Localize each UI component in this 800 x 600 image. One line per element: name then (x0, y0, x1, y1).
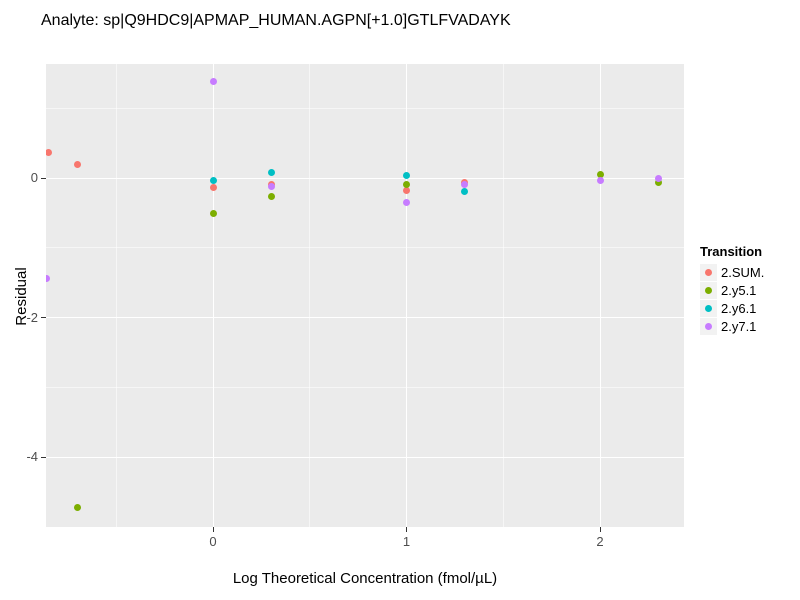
legend-item: 2.y6.1 (700, 300, 764, 317)
gridline-major-vertical (212, 64, 214, 527)
gridline-major-vertical (406, 64, 407, 527)
y-tick-label: -2 (26, 309, 38, 325)
gridline-major-horizontal (46, 177, 684, 179)
x-axis-title: Log Theoretical Concentration (fmol/µL) (232, 570, 498, 587)
legend-item: 2.y5.1 (700, 282, 764, 299)
gridline-minor-vertical (309, 64, 311, 527)
legend-items: 2.SUM. 2.y5.1 2.y6.1 2.y7.1 (700, 264, 764, 335)
y-tick-mark (41, 177, 46, 179)
legend-key (700, 264, 717, 281)
legend-item-label: 2.y7.1 (721, 319, 757, 334)
legend: Transition 2.SUM. 2.y5.1 2.y6.1 2.y7.1 (700, 244, 764, 336)
data-point (654, 178, 662, 186)
data-point (403, 187, 410, 195)
data-point (403, 198, 410, 206)
data-point (267, 168, 275, 176)
data-point (46, 149, 53, 157)
gridline-major-vertical (599, 64, 601, 527)
data-point (596, 171, 604, 178)
legend-point-icon (705, 305, 712, 312)
legend-key (700, 282, 717, 299)
legend-point-icon (705, 287, 712, 294)
x-tick-label: 2 (596, 534, 604, 549)
legend-title: Transition (700, 244, 763, 259)
plot-panel (46, 64, 684, 527)
x-tick-mark (406, 527, 407, 532)
gridline-minor-vertical (115, 64, 117, 527)
data-point (209, 184, 217, 192)
gridline-major-horizontal (46, 456, 684, 458)
legend-item: 2.y7.1 (700, 318, 764, 335)
legend-item: 2.SUM. (700, 264, 764, 281)
data-point (596, 177, 604, 185)
y-tick-label: 0 (30, 170, 38, 185)
x-tick-label: 1 (402, 534, 411, 549)
gridline-minor-vertical (502, 64, 504, 527)
legend-point-icon (705, 323, 712, 330)
x-tick-label: 0 (209, 534, 217, 549)
gridline-minor-horizontal (46, 247, 684, 249)
y-tick-mark (41, 456, 46, 458)
data-point (46, 274, 51, 282)
chart-title: Analyte: sp|Q9HDC9|APMAP_HUMAN.AGPN[+1.0… (41, 12, 511, 29)
legend-item-label: 2.y5.1 (721, 283, 757, 298)
x-tick-mark (212, 527, 214, 532)
data-point (403, 181, 410, 189)
gridline-minor-horizontal (46, 107, 684, 109)
data-point (267, 182, 275, 190)
y-tick-label: -4 (26, 449, 38, 464)
data-point (403, 172, 410, 180)
y-tick-mark (41, 317, 46, 318)
legend-item-label: 2.y6.1 (721, 301, 757, 316)
legend-point-icon (705, 269, 712, 276)
legend-item-label: 2.SUM. (721, 265, 765, 280)
data-point (74, 161, 82, 169)
data-point (461, 188, 469, 196)
x-tick-mark (599, 527, 601, 532)
data-point (461, 180, 469, 188)
data-point (74, 504, 82, 512)
legend-key (700, 318, 717, 335)
data-point (209, 77, 217, 85)
gridline-major-horizontal (46, 317, 684, 318)
legend-key (700, 300, 717, 317)
y-axis-title: Residual (13, 267, 30, 326)
data-point (209, 210, 217, 218)
data-point (654, 175, 662, 183)
gridline-minor-horizontal (46, 386, 684, 388)
data-point (267, 193, 275, 201)
data-point (209, 177, 217, 185)
